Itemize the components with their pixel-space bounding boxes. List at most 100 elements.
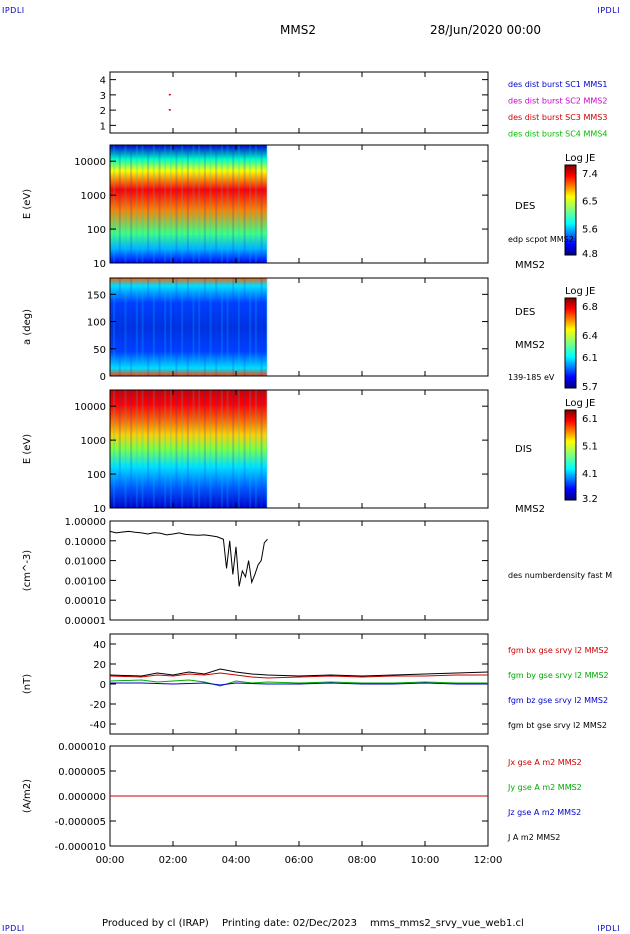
dis-energy-panel-texture — [192, 390, 195, 508]
dis-energy-panel-ylabel: E (eV) — [22, 434, 33, 464]
des-pitch-panel-texture — [203, 278, 206, 376]
dis-energy-panel-texture — [232, 390, 235, 508]
des-energy-panel-texture — [220, 145, 223, 263]
des-pitch-panel-side-label: 139-185 eV — [508, 373, 555, 382]
des-pitch-panel-spectrogram — [110, 278, 267, 376]
des-energy-panel-side-label: MMS2 — [515, 260, 545, 271]
dis-energy-panel-side-label: MMS2 — [515, 504, 545, 515]
dis-energy-panel-colorbar-tick: 4.1 — [582, 469, 598, 480]
date-title: 28/Jun/2020 00:00 — [430, 23, 542, 37]
dis-energy-panel-texture — [181, 390, 184, 508]
des-pitch-panel-colorbar-tick: 6.4 — [582, 331, 598, 342]
des-pitch-panel-texture — [141, 278, 144, 376]
des-energy-panel-ytick-label: 10000 — [74, 157, 106, 168]
des-pitch-panel-texture — [220, 278, 223, 376]
des-energy-panel-texture — [135, 145, 138, 263]
des-pitch-panel-texture — [118, 278, 121, 376]
dis-energy-panel-spectrogram — [110, 390, 267, 508]
dis-energy-panel-texture — [243, 390, 246, 508]
burst-panel-frame — [109, 71, 489, 134]
dis-energy-panel-colorbar-tick: 6.1 — [582, 414, 598, 425]
des-energy-panel-texture — [243, 145, 246, 263]
fgm-panel-series-line — [110, 682, 488, 686]
fgm-panel-ytick-label: 20 — [93, 660, 106, 671]
density-panel-ytick-label: 0.00001 — [65, 616, 106, 627]
x-tick-label: 02:00 — [159, 855, 188, 866]
current-panel-ytick-label: -0.000005 — [55, 817, 106, 828]
des-energy-panel-texture — [203, 145, 206, 263]
des-energy-panel-texture — [152, 145, 155, 263]
density-panel-ytick-label: 0.00010 — [65, 596, 106, 607]
des-energy-panel-texture — [164, 145, 167, 263]
des-pitch-panel-texture — [164, 278, 167, 376]
des-energy-panel-texture — [266, 145, 269, 263]
burst-panel-legend-item: des dist burst SC3 MMS3 — [508, 113, 607, 122]
fgm-panel-legend-item: fgm bx gse srvy l2 MMS2 — [508, 646, 609, 655]
des-energy-panel-texture — [147, 145, 150, 263]
x-tick-label: 06:00 — [285, 855, 314, 866]
des-energy-panel-texture — [158, 145, 161, 263]
dis-energy-panel-side-label: DIS — [515, 444, 532, 455]
burst-panel-ytick-label: 1 — [100, 121, 106, 132]
dis-energy-panel-texture — [152, 390, 155, 508]
current-panel-ytick-label: 0.000010 — [58, 742, 106, 753]
des-pitch-panel-texture — [215, 278, 218, 376]
dis-energy-panel-texture — [237, 390, 240, 508]
des-energy-panel-texture — [232, 145, 235, 263]
des-pitch-panel-texture — [249, 278, 252, 376]
dis-energy-panel-colorbar-tick: 5.1 — [582, 442, 598, 453]
des-pitch-panel-ytick-label: 100 — [87, 318, 106, 329]
dis-energy-panel-texture — [220, 390, 223, 508]
des-pitch-panel-texture — [232, 278, 235, 376]
dis-energy-panel-texture — [175, 390, 178, 508]
des-pitch-panel-side-label: DES — [515, 307, 535, 318]
footer-filename: mms_mms2_srvy_vue_web1.cl — [370, 918, 524, 929]
dis-energy-panel-ytick-label: 10 — [93, 504, 106, 515]
des-pitch-panel-texture — [158, 278, 161, 376]
burst-panel-legend-item: des dist burst SC1 MMS1 — [508, 80, 607, 89]
dis-energy-panel-texture — [130, 390, 133, 508]
des-energy-panel-ylabel: E (eV) — [22, 189, 33, 219]
density-panel-ytick-label: 0.01000 — [65, 557, 106, 568]
des-pitch-panel-colorbar-title: Log JE — [565, 286, 595, 297]
fgm-panel-series-line — [109, 672, 488, 679]
des-energy-panel-colorbar-tick: 6.5 — [582, 197, 598, 208]
fgm-panel-ytick-label: -40 — [90, 720, 106, 731]
des-pitch-panel-texture — [175, 278, 178, 376]
des-energy-panel-texture — [130, 145, 133, 263]
dis-energy-panel-ytick-label: 1000 — [81, 436, 106, 447]
des-pitch-panel-texture — [192, 278, 195, 376]
dis-energy-panel-texture — [249, 390, 252, 508]
dis-energy-panel-texture — [158, 390, 161, 508]
fgm-panel-legend-item: fgm by gse srvy l2 MMS2 — [508, 671, 609, 680]
des-energy-panel-colorbar-tick: 4.8 — [582, 249, 598, 260]
dis-energy-panel-texture — [215, 390, 218, 508]
des-pitch-panel-texture — [254, 278, 257, 376]
corner-label-top-left: IPDLI — [2, 6, 25, 15]
fgm-panel-series-line — [109, 668, 489, 677]
dis-energy-panel-colorbar — [564, 409, 577, 501]
des-pitch-panel-texture — [186, 278, 189, 376]
des-pitch-panel-texture — [198, 278, 201, 376]
des-energy-panel-ytick-label: 100 — [87, 225, 106, 236]
fgm-panel-ylabel: (nT) — [22, 674, 33, 694]
dis-energy-panel-texture — [226, 390, 229, 508]
des-pitch-panel-ytick-label: 50 — [93, 345, 106, 356]
des-pitch-panel-ytick-label: 0 — [100, 372, 106, 383]
des-pitch-panel-colorbar-tick: 6.8 — [582, 302, 598, 313]
des-energy-panel-texture — [215, 145, 218, 263]
density-panel-series-line — [109, 530, 268, 587]
des-pitch-panel-texture — [266, 278, 269, 376]
density-panel-ytick-label: 0.10000 — [65, 537, 106, 548]
des-energy-panel-texture — [254, 145, 257, 263]
des-energy-panel-texture — [186, 145, 189, 263]
des-pitch-panel-texture — [209, 278, 212, 376]
des-pitch-panel-colorbar-tick: 6.1 — [582, 353, 598, 364]
current-panel-ylabel: (A/m2) — [22, 779, 33, 813]
current-panel-legend-item: Jy gse A m2 MMS2 — [507, 783, 582, 792]
des-energy-panel-texture — [249, 145, 252, 263]
dis-energy-panel-colorbar-title: Log JE — [565, 398, 595, 409]
des-pitch-panel-ytick-label: 150 — [87, 290, 106, 301]
des-energy-panel-texture — [209, 145, 212, 263]
density-panel-ytick-label: 0.00100 — [65, 576, 106, 587]
